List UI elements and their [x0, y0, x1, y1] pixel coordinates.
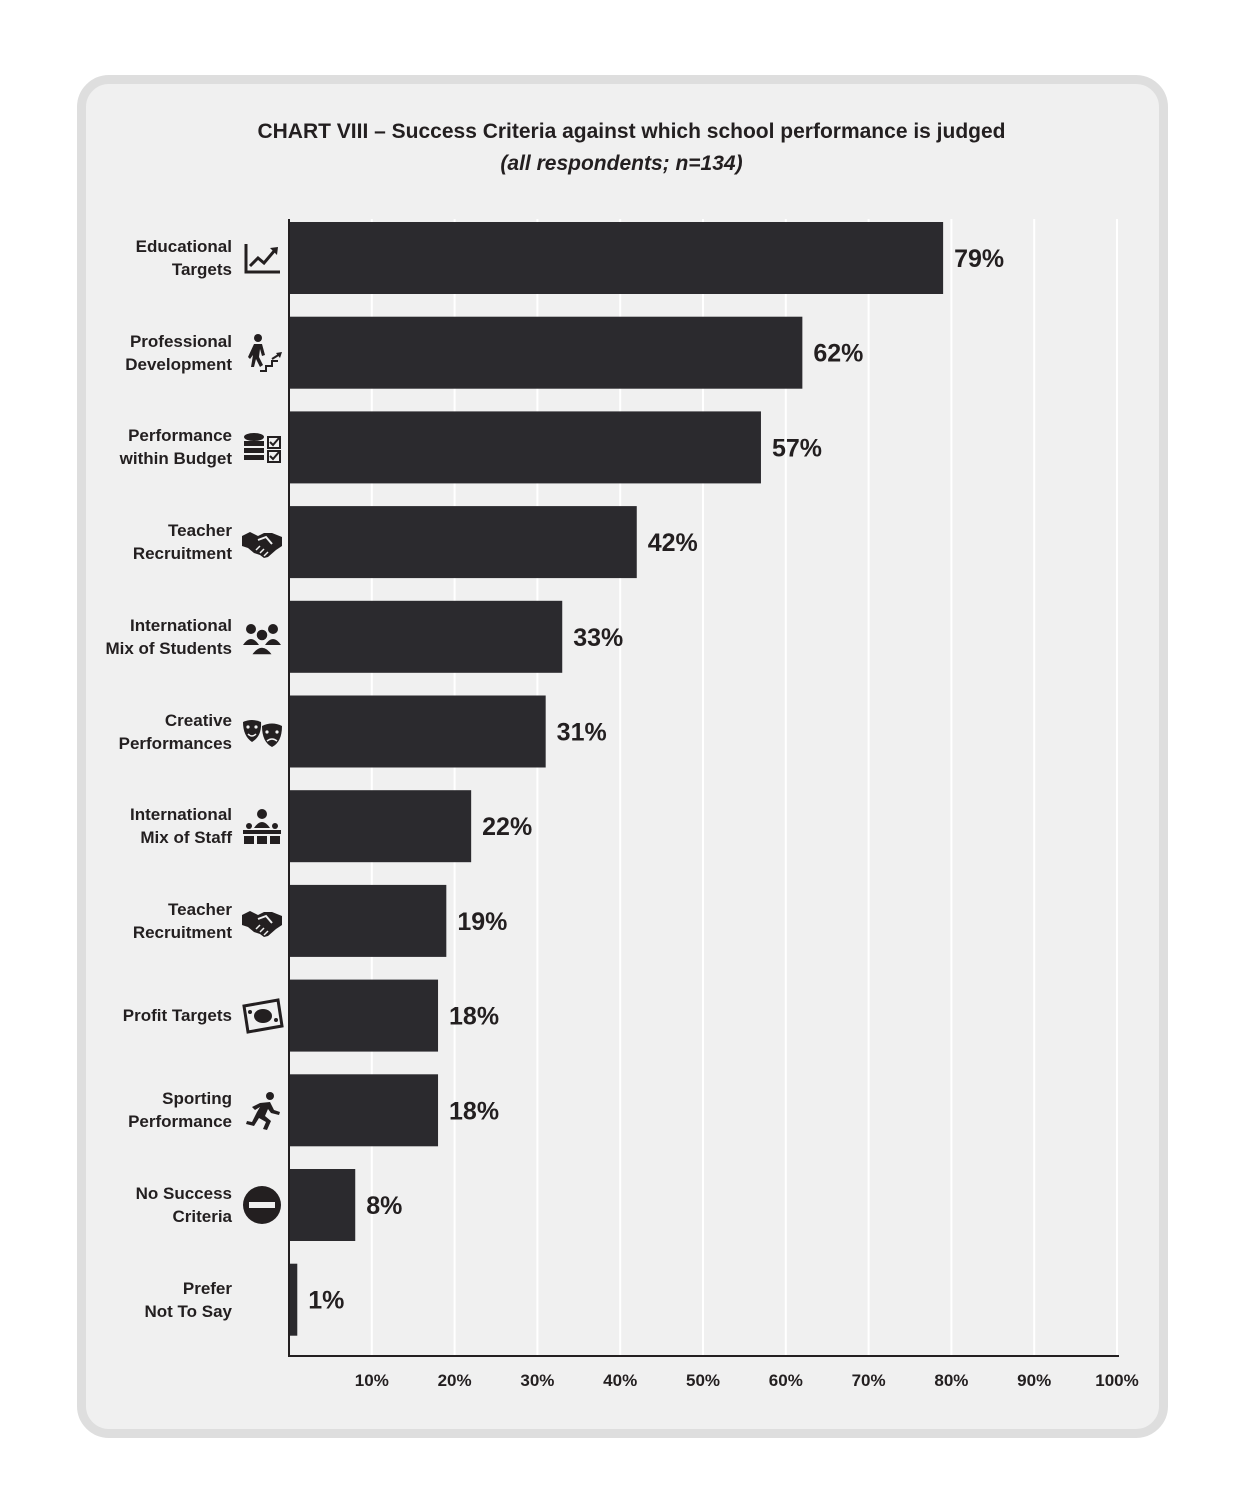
- x-tick-label: 80%: [934, 1371, 968, 1390]
- bar: [289, 790, 472, 863]
- bar-value-label: 19%: [457, 908, 507, 936]
- category-label: Educational Targets: [135, 237, 232, 279]
- bar: [289, 1263, 298, 1336]
- bar-value-label: 33%: [573, 624, 623, 652]
- banknote-icon: [242, 997, 284, 1034]
- x-tick-label: 50%: [686, 1371, 720, 1390]
- bar: [289, 222, 944, 294]
- x-tick-label: 30%: [520, 1371, 554, 1390]
- category-label: No Success Criteria: [135, 1184, 232, 1226]
- bar-value-label: 18%: [449, 1003, 499, 1031]
- bar: [289, 979, 439, 1052]
- category-label: Performance within Budget: [119, 426, 232, 469]
- bar: [289, 884, 447, 957]
- category-label: International Mix of Staff: [129, 805, 232, 848]
- bar: [289, 411, 761, 484]
- x-tick-label: 90%: [1017, 1371, 1051, 1390]
- no-entry-icon: [243, 1186, 281, 1224]
- bar-value-label: 18%: [449, 1097, 499, 1125]
- bar: [289, 506, 637, 579]
- bar-value-label: 62%: [813, 340, 863, 368]
- bar-value-label: 8%: [366, 1192, 402, 1220]
- bar: [289, 1169, 356, 1241]
- category-label: International Mix of Students: [105, 615, 232, 658]
- runner-icon: [246, 1092, 280, 1131]
- line-chart-up-icon: [244, 244, 280, 274]
- x-tick-label: 40%: [603, 1371, 637, 1390]
- student-group-icon: [243, 623, 281, 656]
- x-tick-label: 100%: [1095, 1371, 1138, 1390]
- bar-value-label: 1%: [308, 1287, 344, 1315]
- staff-group-icon: [243, 809, 281, 845]
- category-label: Prefer Not To Say: [144, 1278, 232, 1321]
- chart-title: CHART VIII – Success Criteria against wh…: [257, 120, 1006, 143]
- bar-value-label: 31%: [557, 719, 607, 747]
- coins-check-icon: [244, 433, 281, 464]
- category-label: Teacher Recruitment: [132, 899, 232, 942]
- category-label: Creative Performances: [118, 710, 232, 753]
- theatre-masks-icon: [243, 719, 282, 747]
- bar: [289, 1074, 439, 1147]
- x-tick-label: 10%: [355, 1371, 389, 1390]
- category-label: Sporting Performance: [128, 1089, 232, 1132]
- bar-value-label: 42%: [648, 529, 698, 557]
- handshake-icon: [242, 532, 282, 559]
- handshake-icon: [242, 910, 282, 937]
- person-climbing-stairs-icon: [248, 333, 282, 372]
- bar: [289, 316, 803, 389]
- category-label: Profit Targets: [122, 1006, 232, 1026]
- x-tick-label: 70%: [852, 1371, 886, 1390]
- chart-subtitle: (all respondents; n=134): [500, 152, 743, 175]
- category-label: Professional Development: [125, 331, 232, 374]
- bar-value-label: 22%: [482, 813, 532, 841]
- bar-value-label: 79%: [954, 245, 1004, 273]
- bar: [289, 695, 546, 768]
- category-label: Teacher Recruitment: [132, 521, 232, 564]
- x-tick-label: 60%: [769, 1371, 803, 1390]
- bar: [289, 600, 563, 673]
- bar-value-label: 57%: [772, 434, 822, 462]
- x-tick-label: 20%: [438, 1371, 472, 1390]
